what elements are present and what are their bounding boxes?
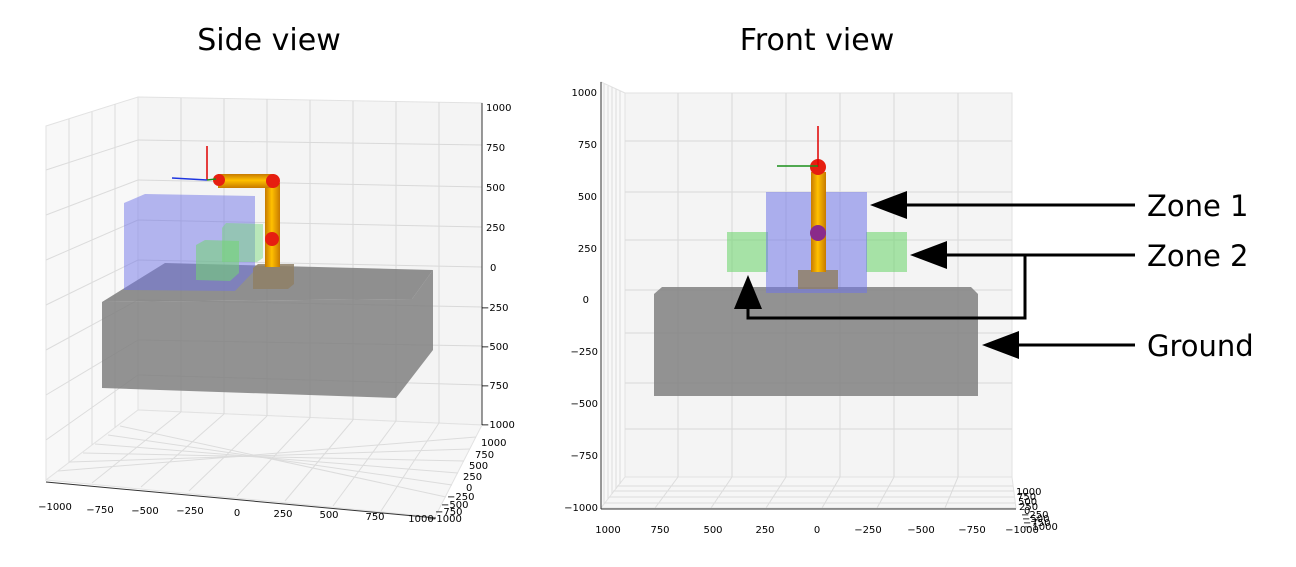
side-z-tick: 250 <box>486 223 505 234</box>
callouts: Zone 1 Zone 2 Ground <box>734 189 1254 363</box>
front-x-tick: −750 <box>958 525 985 536</box>
side-x-tick: 250 <box>273 509 292 520</box>
side-y-tick: −1000 <box>428 514 462 525</box>
zone2-arrow-head-left <box>734 275 762 309</box>
zone1-label: Zone 1 <box>1147 189 1249 223</box>
front-depth-tick: 0 <box>1024 506 1030 517</box>
front-view-panel: Front view <box>564 23 1058 536</box>
zone2-arrow-head-right <box>910 241 947 269</box>
side-tool-y-axis <box>206 178 217 181</box>
side-robot-lower-link <box>265 240 280 267</box>
side-joint-shoulder <box>265 232 279 246</box>
front-x-tick: 500 <box>703 525 722 536</box>
side-z-tick: −500 <box>481 342 508 353</box>
front-left-pane <box>600 81 626 510</box>
side-robot-upper-link <box>265 183 280 240</box>
front-robot-link <box>811 172 826 272</box>
front-zone2-right-box <box>866 232 907 272</box>
side-z-tick: 1000 <box>486 103 511 114</box>
front-depth-tick: −250 <box>1021 510 1048 521</box>
front-depth-tick: 750 <box>1017 492 1036 503</box>
front-z-tick: 750 <box>578 140 597 151</box>
side-view-panel: Side view <box>38 23 515 525</box>
front-joint-elbow <box>810 225 826 241</box>
side-floor-grid <box>57 411 477 512</box>
front-x-tick: −1000 <box>1005 525 1039 536</box>
front-depth-tick: −500 <box>1022 514 1049 525</box>
front-x-tick: 250 <box>755 525 774 536</box>
side-x-tick: −250 <box>176 506 203 517</box>
side-z-tick: 0 <box>490 263 496 274</box>
side-robot-base <box>253 264 294 289</box>
side-joint-wrist <box>213 174 225 186</box>
side-y-tick: 1000 <box>481 438 506 449</box>
side-y-tick: −750 <box>435 507 462 518</box>
side-x-axis-line <box>45 481 437 519</box>
zone2-label: Zone 2 <box>1147 239 1249 273</box>
front-z-tick: 500 <box>578 192 597 203</box>
front-z-tick: −750 <box>571 451 598 462</box>
side-y-tick: −250 <box>447 492 474 503</box>
side-view-title: Side view <box>197 23 341 58</box>
side-y-tick: 0 <box>466 483 472 494</box>
front-robot-base <box>798 270 838 289</box>
side-z-tick: −750 <box>481 381 508 392</box>
front-ground-box <box>654 287 978 396</box>
side-y-ticks: 1000 750 500 250 0 −250 −500 −750 −1000 <box>428 438 506 525</box>
front-z-tick: −250 <box>571 347 598 358</box>
front-view-title: Front view <box>740 23 895 58</box>
front-depth-tick: −750 <box>1023 518 1050 529</box>
front-x-tick: −500 <box>907 525 934 536</box>
ground-arrow-head <box>982 331 1019 359</box>
side-x-tick: 500 <box>319 510 338 521</box>
front-z-tick: 250 <box>578 244 597 255</box>
side-zone2-box <box>196 223 263 281</box>
front-depth-ticks: 1000 750 500 250 0 −250 −500 −750 −1000 <box>1016 487 1058 533</box>
front-z-tick: 0 <box>583 295 589 306</box>
front-depth-tick: 1000 <box>1016 487 1041 498</box>
side-robot-forearm-link <box>218 174 274 188</box>
front-x-tick: 750 <box>650 525 669 536</box>
front-depth-tick: 500 <box>1018 497 1037 508</box>
front-depth-tick: 250 <box>1019 502 1038 513</box>
front-floor-pane <box>599 476 1017 509</box>
front-z-ticks: 1000 750 500 250 0 −250 −500 −750 −1000 <box>564 88 598 514</box>
side-z-tick: 500 <box>486 183 505 194</box>
side-x-tick: 750 <box>365 512 384 523</box>
zone1-arrow-head <box>870 191 907 219</box>
front-z-tick: −1000 <box>564 503 598 514</box>
side-y-tick: 750 <box>475 450 494 461</box>
front-zone2-left-box <box>727 232 768 272</box>
side-x-tick: −1000 <box>38 502 72 513</box>
side-z-ticks: 1000 750 500 250 0 −250 −500 −750 −1000 <box>481 103 515 431</box>
side-x-tick: −750 <box>86 505 113 516</box>
side-x-tick: 0 <box>234 508 240 519</box>
side-y-tick: 500 <box>469 461 488 472</box>
front-x-tick: −250 <box>854 525 881 536</box>
side-tool-x-axis <box>171 177 208 181</box>
side-x-ticks: −1000 −750 −500 −250 0 250 500 750 1000 <box>38 502 434 525</box>
side-y-tick: −500 <box>441 500 468 511</box>
front-x-ticks: 1000 750 500 250 0 −250 −500 −750 −1000 <box>595 525 1039 536</box>
front-depth-tick: −1000 <box>1024 522 1058 533</box>
front-z-tick: 1000 <box>572 88 597 99</box>
front-floor-grid <box>605 476 1015 509</box>
front-x-tick: 1000 <box>595 525 620 536</box>
front-left-grid <box>603 84 621 504</box>
side-z-tick: −250 <box>481 303 508 314</box>
side-z-tick: −1000 <box>481 420 515 431</box>
front-x-tick: 0 <box>814 525 820 536</box>
side-x-tick: −500 <box>131 506 158 517</box>
ground-label: Ground <box>1147 329 1254 363</box>
side-x-tick: 1000 <box>408 514 433 525</box>
side-y-tick: 250 <box>463 472 482 483</box>
front-z-tick: −500 <box>571 399 598 410</box>
side-joint-elbow <box>266 174 280 188</box>
side-z-tick: 750 <box>486 143 505 154</box>
